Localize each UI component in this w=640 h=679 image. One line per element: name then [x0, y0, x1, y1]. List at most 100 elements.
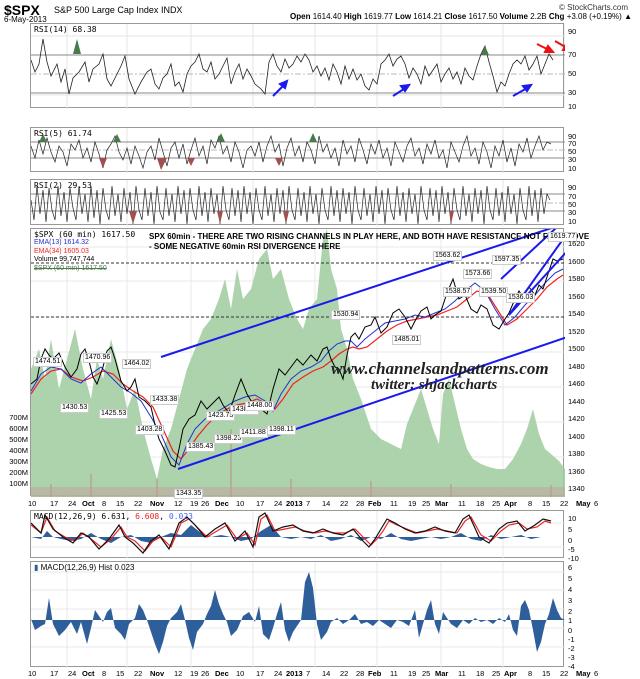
- price-label: 1530.94: [331, 310, 361, 320]
- x-tick: 22: [134, 499, 143, 508]
- price-label: 1536.03: [506, 293, 536, 303]
- x-tick: 15: [542, 669, 551, 678]
- rsi2-tick: 30: [568, 208, 577, 217]
- x-tick: 19: [408, 499, 417, 508]
- rsi5-tick: 30: [568, 155, 577, 164]
- x-tick: Apr: [504, 669, 517, 678]
- rsi5-tick: 50: [568, 147, 577, 156]
- x-tick: 11: [390, 499, 398, 508]
- hist-tick: 6: [568, 563, 573, 572]
- rsi14-tick: 50: [568, 69, 577, 78]
- x-tick: 19: [408, 669, 417, 678]
- chg-value: +3.08 (+0.19%): [566, 12, 622, 21]
- x-tick: 8: [528, 499, 533, 508]
- x-tick: 14: [322, 669, 331, 678]
- open-value: 1614.40: [312, 12, 342, 21]
- price-label: 1403.28: [135, 425, 165, 435]
- volume-tick: 700M: [9, 413, 28, 422]
- x-tick: Oct: [82, 499, 95, 508]
- rsi14-tick: 30: [568, 88, 577, 97]
- macd-tick: 5: [568, 525, 573, 534]
- x-tick: 26: [201, 499, 210, 508]
- price-label: 1538.57: [443, 287, 473, 297]
- x-tick: 25: [492, 669, 501, 678]
- price-label: 1385.43: [186, 442, 216, 452]
- x-tick: 12: [174, 499, 183, 508]
- open-label: Open: [290, 12, 311, 21]
- x-tick: 7: [306, 669, 311, 678]
- volume-tick: 200M: [9, 468, 28, 477]
- x-tick: 11: [458, 499, 466, 508]
- price-label: 1539.50: [479, 287, 509, 297]
- exchange: INDX: [160, 5, 183, 15]
- x-tick: 11: [390, 669, 398, 678]
- rsi14-panel: RSI(14) 68.38: [30, 23, 565, 109]
- price-label: 1470.96: [83, 353, 113, 363]
- x-tick: Feb: [368, 669, 382, 678]
- watermark-url: www.channelsandpatterns.com: [331, 359, 549, 378]
- x-tick: 25: [422, 669, 431, 678]
- x-tick: 10: [28, 669, 37, 678]
- price-tick: 1540: [568, 309, 585, 318]
- rsi2-panel: RSI(2) 29.53: [30, 179, 565, 226]
- hist-tick: 2: [568, 607, 573, 616]
- price-label: 1433.38: [150, 395, 180, 405]
- volume-value: 2.2B: [530, 12, 547, 21]
- rsi14-tick: 90: [568, 27, 577, 36]
- x-tick: Mar: [435, 499, 449, 508]
- low-value: 1614.21: [413, 12, 443, 21]
- price-legend: $SPX (60 min) 1617.50 EMA(13) 1614.32 EM…: [34, 230, 135, 273]
- price-label: 1573.66: [463, 269, 493, 279]
- x-tick: 8: [102, 499, 107, 508]
- rsi14-tick: 70: [568, 50, 577, 59]
- x-tick: 22: [134, 669, 143, 678]
- x-tick: 24: [274, 669, 283, 678]
- x-tick: 25: [492, 499, 501, 508]
- hist-label-text: MACD(12,26,9) Hist 0.023: [40, 563, 135, 572]
- macd-hist: 0.023: [168, 512, 193, 521]
- price-label: 1474.51: [33, 357, 63, 367]
- price-label: 1485.01: [392, 335, 422, 345]
- rsi5-tick: 90: [568, 132, 577, 141]
- x-tick: 22: [340, 669, 349, 678]
- price-label: 1398.11: [267, 425, 296, 435]
- rsi2-plot: [31, 180, 565, 226]
- chg-label: Chg: [548, 12, 565, 21]
- rsi2-tick: 50: [568, 200, 577, 209]
- price-tick: 1500: [568, 344, 585, 353]
- macd-tick: 10: [568, 514, 577, 523]
- volume-tick: 100M: [9, 479, 28, 488]
- price-tick: 1380: [568, 449, 585, 458]
- chart-date: 6-May-2013: [4, 15, 47, 24]
- price-tick: 1620: [568, 239, 585, 248]
- x-tick: May: [576, 669, 591, 678]
- close-label: Close: [444, 12, 467, 21]
- macd-panel: MACD(12,26,9) 6.631, 6.608, 0.023: [30, 510, 565, 559]
- volume-tick: 500M: [9, 435, 28, 444]
- price-tick: 1360: [568, 467, 585, 476]
- x-tick: 26: [201, 669, 210, 678]
- price-label: 1563.62: [433, 251, 463, 261]
- x-tick: 15: [542, 499, 551, 508]
- rsi5-plot: [31, 128, 565, 173]
- price-plot: [31, 229, 565, 497]
- x-tick: 11: [458, 669, 466, 678]
- hist-tick: 0: [568, 626, 573, 635]
- volume-tick: 400M: [9, 446, 28, 455]
- price-label: 1448.00: [245, 401, 275, 411]
- x-tick: 22: [560, 499, 569, 508]
- x-tick: 25: [422, 499, 431, 508]
- x-tick: 22: [340, 499, 349, 508]
- x-axis-top: 10 17 24 Oct 8 15 22 Nov 12 19 26 Dec 10…: [28, 499, 610, 509]
- x-tick: Apr: [504, 499, 517, 508]
- macd-hist-label: ▮ MACD(12,26,9) Hist 0.023: [34, 563, 134, 572]
- x-tick: 19: [190, 499, 199, 508]
- macd-hist-plot: [31, 562, 565, 668]
- rsi14-plot: [31, 24, 565, 109]
- close-value: 1617.50: [468, 12, 498, 21]
- x-tick: Nov: [150, 499, 165, 508]
- rsi2-tick: 70: [568, 192, 577, 201]
- x-tick: 8: [528, 669, 533, 678]
- down-arrow-icon: [536, 40, 565, 53]
- x-tick: 28: [356, 499, 365, 508]
